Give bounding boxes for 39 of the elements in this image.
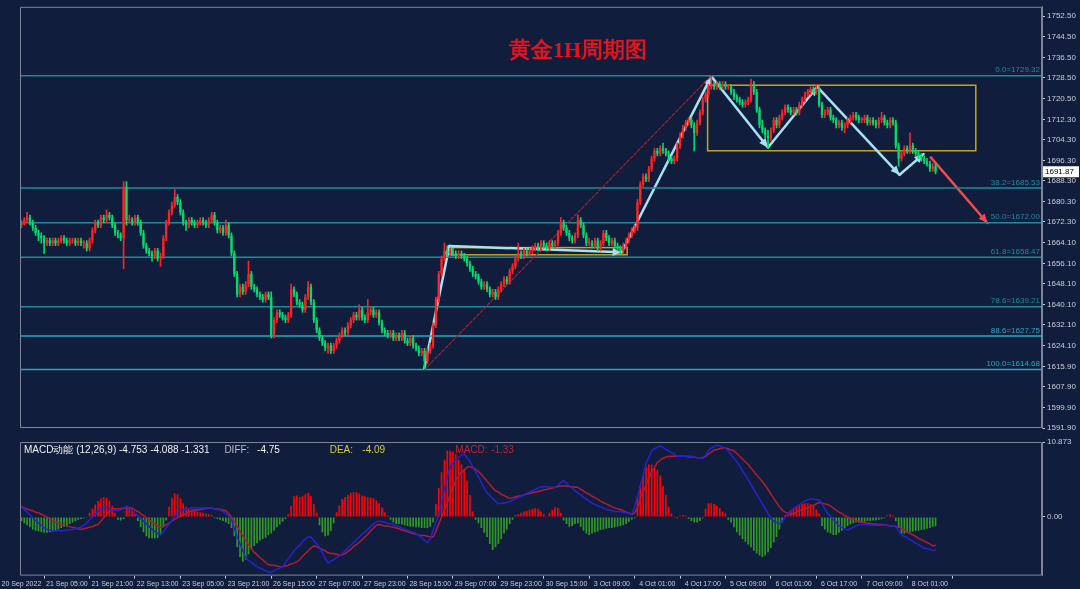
annotation: -4.75 bbox=[257, 443, 281, 455]
y-tick-label: 1736.50 bbox=[1047, 52, 1077, 62]
y-tick-label: 1656.10 bbox=[1047, 258, 1077, 268]
ref-line-label: 78.6=1639.21 bbox=[990, 296, 1041, 306]
y-tick-label: 1591.90 bbox=[1047, 423, 1077, 433]
y-tick-label: 1599.90 bbox=[1047, 402, 1077, 412]
y-tick-label: 1607.90 bbox=[1047, 382, 1077, 392]
y-tick-label: 10.873 bbox=[1047, 437, 1073, 447]
y-tick-label: 1632.10 bbox=[1047, 320, 1077, 330]
y-tick-label: 1728.50 bbox=[1047, 73, 1077, 83]
ref-line-label: 50.0=1672.00 bbox=[990, 212, 1041, 222]
y-tick-label: 1664.10 bbox=[1047, 238, 1077, 248]
annotation: -4.09 bbox=[362, 443, 386, 455]
ref-line-label: 100.0=1614.68 bbox=[986, 359, 1041, 369]
ref-line-label: 61.8=1658.47 bbox=[990, 247, 1041, 257]
y-tick-label: 1704.30 bbox=[1047, 135, 1077, 145]
chart-title: MACD动能 (12,26,9) -4.753 -4.088 -1.331 bbox=[24, 443, 211, 455]
ref-line-label: 0.0=1729.32 bbox=[995, 65, 1041, 75]
y-tick-label: 1680.30 bbox=[1047, 196, 1077, 206]
annotation: DEA: bbox=[329, 443, 354, 455]
annotation: DIFF: bbox=[224, 443, 250, 455]
ref-line-label: 88.6=1627.75 bbox=[990, 325, 1041, 335]
y-tick-label: 1640.10 bbox=[1047, 299, 1077, 309]
y-tick-label: 1752.50 bbox=[1047, 11, 1077, 21]
y-tick-label: 1624.10 bbox=[1047, 340, 1077, 350]
y-tick-label: 1720.50 bbox=[1047, 93, 1077, 103]
text: 黄金1H周期图 bbox=[507, 36, 648, 62]
ref-line-label: 38.2=1685.53 bbox=[990, 177, 1041, 187]
y-tick-label: 1744.50 bbox=[1047, 32, 1077, 41]
annotation: 1691.87 bbox=[1045, 166, 1075, 176]
annotation: MACD: bbox=[455, 443, 488, 455]
y-tick-label: 1696.30 bbox=[1047, 155, 1077, 165]
y-tick-label: 0.00 bbox=[1047, 512, 1064, 522]
y-tick-label: 1648.10 bbox=[1047, 279, 1077, 289]
y-tick-label: 1712.30 bbox=[1047, 114, 1077, 124]
y-tick-label: 1688.30 bbox=[1047, 176, 1077, 186]
y-tick-label: 1672.30 bbox=[1047, 217, 1077, 227]
y-tick-label: 1615.90 bbox=[1047, 361, 1077, 371]
annotation: -1.33 bbox=[491, 443, 515, 455]
